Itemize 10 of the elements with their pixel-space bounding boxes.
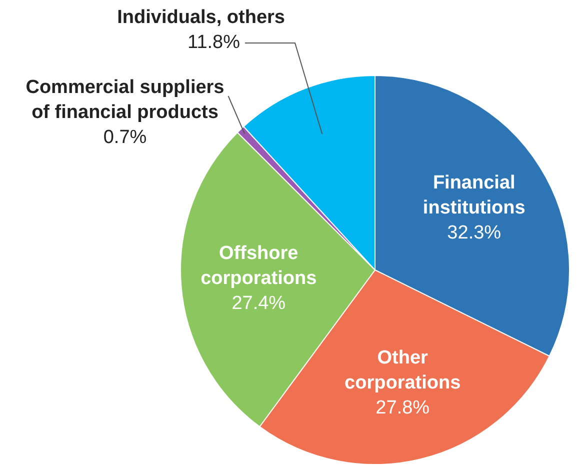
slice-label: Financial institutions — [422, 172, 526, 219]
slice-label: Commercial suppliers of financial products — [26, 77, 224, 124]
data-label: 0.7% — [103, 127, 147, 148]
data-label: 32.3% — [447, 222, 502, 244]
data-label: 27.8% — [376, 398, 430, 419]
data-label: 27.4% — [232, 293, 286, 314]
slice-label: Offshore corporations — [200, 243, 317, 290]
data-label: 11.8% — [188, 32, 240, 54]
slice-label: Other corporations — [344, 348, 461, 394]
slice-label: Individuals, others — [117, 7, 285, 28]
